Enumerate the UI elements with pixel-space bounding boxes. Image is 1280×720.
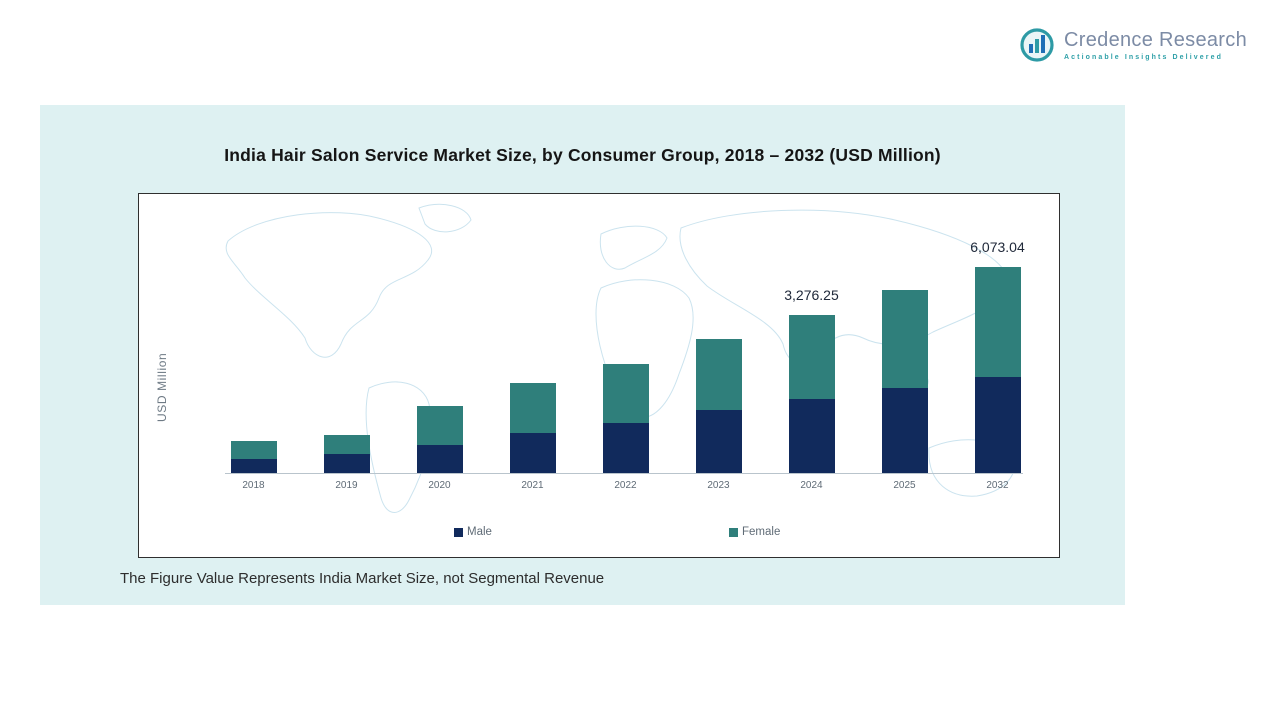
bar-female-2020 xyxy=(416,406,463,445)
bar-male-2020 xyxy=(416,444,463,473)
chart-footnote: The Figure Value Represents India Market… xyxy=(120,570,605,587)
bar-male-2023 xyxy=(695,409,742,473)
bar-male-2032 xyxy=(974,377,1021,473)
bar-stack-2023 xyxy=(695,338,742,473)
data-label-2024: 3,276.25 xyxy=(784,287,839,304)
male-legend-swatch xyxy=(454,527,463,537)
bar-female-2021 xyxy=(509,383,556,433)
bar-female-2018 xyxy=(230,440,277,459)
bar-male-2018 xyxy=(230,458,277,473)
bar-stack-2032 xyxy=(974,266,1021,473)
bar-group-2025: 2025 xyxy=(858,194,951,491)
bar-group-2020: 2020 xyxy=(393,194,486,491)
x-tick-label-2019: 2019 xyxy=(335,480,358,491)
x-tick-label-2024: 2024 xyxy=(800,480,823,491)
bar-male-2022 xyxy=(602,422,649,473)
logo-name: Credence Research xyxy=(1064,29,1247,51)
bar-group-2023: 2023 xyxy=(672,194,765,491)
bar-male-2024 xyxy=(788,399,835,473)
y-axis-label: USD Million xyxy=(155,352,169,422)
logo-text-block: Credence Research Actionable Insights De… xyxy=(1064,29,1247,61)
bar-male-2025 xyxy=(881,388,928,473)
bar-group-2019: 2019 xyxy=(300,194,393,491)
chart-title: India Hair Salon Service Market Size, by… xyxy=(224,145,941,165)
bar-female-2025 xyxy=(881,290,928,389)
x-tick-label-2022: 2022 xyxy=(614,480,637,491)
bar-female-2024 xyxy=(788,315,835,400)
bar-female-2022 xyxy=(602,363,649,423)
logo-tagline: Actionable Insights Delivered xyxy=(1064,54,1223,61)
bar-female-2019 xyxy=(323,434,370,454)
bar-female-2023 xyxy=(695,338,742,410)
legend-item-male: Male xyxy=(454,526,492,538)
bar-stack-2022 xyxy=(602,363,649,473)
female-legend-label: Female xyxy=(742,526,781,538)
bar-group-2021: 2021 xyxy=(486,194,579,491)
data-label-2032: 6,073.04 xyxy=(970,238,1025,255)
bar-stack-2020 xyxy=(416,406,463,473)
x-tick-label-2023: 2023 xyxy=(707,480,730,491)
bar-group-2022: 2022 xyxy=(579,194,672,491)
bar-stack-2019 xyxy=(323,434,370,473)
plot-area: 2018 2019 2020 2021 2022 2023 3,276.25 2024 2025… xyxy=(207,194,1044,491)
bar-stack-2024 xyxy=(788,315,835,473)
credence-research-logo: Credence Research Actionable Insights De… xyxy=(1018,26,1247,64)
bar-group-2024: 3,276.25 2024 xyxy=(765,194,858,491)
x-tick-label-2018: 2018 xyxy=(242,480,265,491)
bar-group-2032: 6,073.04 2032 xyxy=(951,194,1044,491)
legend-item-female: Female xyxy=(729,526,780,538)
bar-group-2018: 2018 xyxy=(207,194,300,491)
chart-panel: India Hair Salon Service Market Size, by… xyxy=(40,105,1125,605)
bar-male-2019 xyxy=(323,453,370,473)
bar-stack-2018 xyxy=(230,440,277,473)
bar-stack-2021 xyxy=(509,383,556,473)
chart-plot-box: USD Million 2018 2019 2020 2021 2022 2023 3,27… xyxy=(138,193,1060,558)
x-axis-line xyxy=(225,473,1023,474)
x-tick-label-2032: 2032 xyxy=(986,480,1009,491)
female-legend-swatch xyxy=(729,527,738,537)
x-tick-label-2020: 2020 xyxy=(428,480,451,491)
bar-chart-logo-icon xyxy=(1020,28,1054,62)
bar-female-2032 xyxy=(974,266,1021,377)
x-tick-label-2025: 2025 xyxy=(893,480,916,491)
male-legend-label: Male xyxy=(467,526,492,538)
x-tick-label-2021: 2021 xyxy=(521,480,544,491)
bar-stack-2025 xyxy=(881,290,928,473)
bar-male-2021 xyxy=(509,432,556,473)
